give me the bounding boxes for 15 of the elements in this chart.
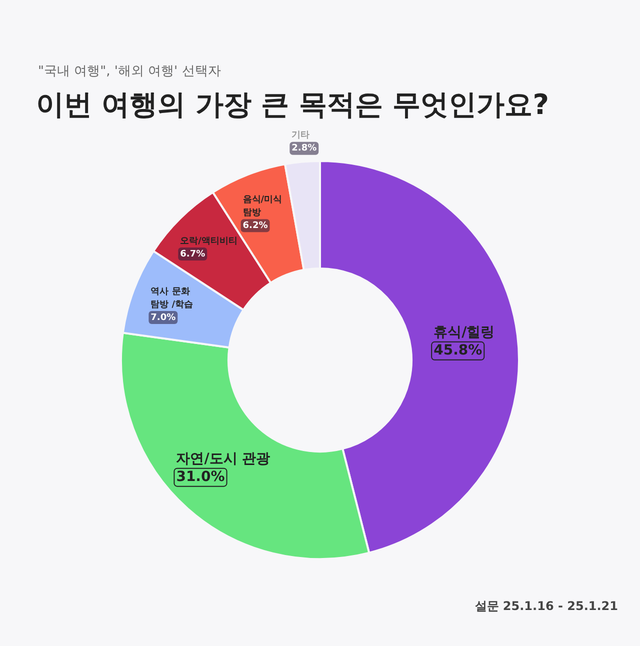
text: 설문 25.1.16 - 25.1.21 (474, 598, 618, 615)
slice-label: 역사 문화 탐방 /학습 (150, 286, 194, 310)
data-label: 6.2% (242, 221, 268, 232)
slice-label: 기타 (292, 130, 310, 141)
slice-label: 휴식/힐링 (434, 324, 495, 341)
slice-label: 음식/미식 탐방 (242, 195, 282, 218)
slice-label: 자연/도시 관광 (176, 450, 270, 467)
data-label: 45.8% (434, 342, 482, 359)
chart-title: 이번 여행의 가장 큰 목적은 무엇인가요? (36, 87, 549, 123)
chart-subtitle: "국내 여행", '해외 여행' 선택자 (38, 63, 221, 80)
data-label: 2.8% (292, 144, 317, 154)
data-label: 6.7% (180, 249, 206, 260)
data-label: 31.0% (176, 468, 225, 485)
slice-label: 오락/액티비티 (180, 236, 238, 246)
data-label: 7.0% (150, 312, 176, 323)
